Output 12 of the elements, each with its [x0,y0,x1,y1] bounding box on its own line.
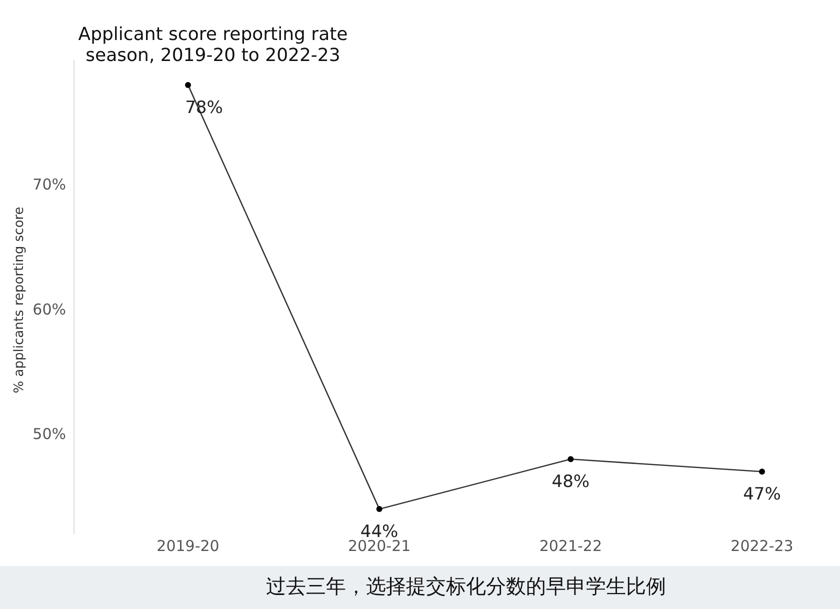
data-label: 47% [743,484,781,505]
x-tick-label: 2022-23 [730,537,794,555]
x-tick-label: 2021-22 [539,537,602,555]
y-tick-label: 70% [32,176,66,194]
y-axis-title: % applicants reporting score [12,206,27,394]
chart-title: Applicant score reporting rate season, 2019-20 to 2022-23 [78,24,348,66]
text: 过去三年，选择提交标化分数的早申学生比例 [266,574,666,598]
x-tick-label: 2019-20 [156,537,220,555]
y-tick-label: 50% [32,425,66,444]
y-tick-label: 60% [32,300,66,318]
data-label: 48% [552,472,590,492]
x-tick-label: 2020-21 [348,537,411,555]
